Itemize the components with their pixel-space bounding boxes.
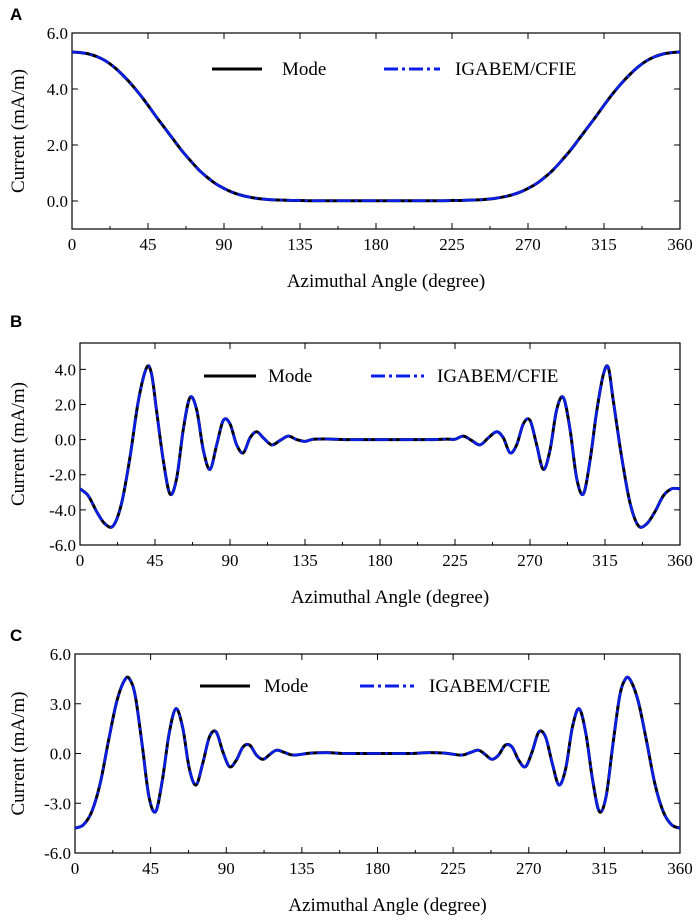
legend-label-mode: Mode (282, 59, 326, 80)
y-axis-label: Current (mA/m) (8, 691, 29, 815)
panel-label: B (10, 312, 22, 331)
x-tick-label: 315 (592, 551, 618, 570)
y-tick-label: 6.0 (47, 24, 68, 43)
x-tick-label: 45 (140, 235, 157, 254)
x-tick-label: 360 (667, 859, 693, 878)
panel-label: A (10, 5, 22, 24)
x-tick-label: 270 (516, 859, 542, 878)
x-tick-label: 180 (365, 859, 391, 878)
x-tick-label: 315 (591, 235, 617, 254)
y-tick-label: 0.0 (55, 431, 76, 450)
series-line-mode (72, 50, 680, 203)
x-tick-label: 135 (289, 859, 315, 878)
y-axis-label: Current (mA/m) (8, 69, 29, 193)
y-tick-label: -6.0 (44, 844, 71, 863)
x-tick-label: 180 (367, 551, 393, 570)
y-tick-label: 2.0 (47, 136, 68, 155)
legend: Mode IGABEM/CFIE (200, 676, 550, 697)
x-axis-label: Azimuthal Angle (degree) (287, 271, 485, 292)
series-line-igabem-cfie (75, 675, 680, 830)
x-axis-label: Azimuthal Angle (degree) (291, 587, 489, 608)
x-tick-label: 360 (667, 235, 693, 254)
chart-panel-c: C 0 45 90 135 180 225 270 315 360 -6.0 -3.0 0.0 3.0 6.… (8, 626, 693, 916)
x-tick-label: 0 (71, 859, 80, 878)
x-tick-label: 135 (292, 551, 318, 570)
x-tick-label: 0 (76, 551, 85, 570)
x-tick-label: 225 (439, 235, 465, 254)
y-tick-label: -6.0 (49, 536, 76, 555)
x-axis-label: Azimuthal Angle (degree) (288, 895, 486, 916)
x-tick-label: 90 (218, 859, 235, 878)
x-tick-label: 360 (667, 551, 693, 570)
x-tick-label: 45 (147, 551, 164, 570)
x-tick-label: 90 (216, 235, 233, 254)
x-tick-label: 225 (442, 551, 468, 570)
x-tick-label: 90 (222, 551, 239, 570)
y-tick-label: 4.0 (47, 80, 68, 99)
x-tick-label: 135 (287, 235, 313, 254)
y-axis-label: Current (mA/m) (8, 382, 29, 506)
legend: Mode IGABEM/CFIE (204, 366, 558, 387)
chart-panel-b: B 0 45 90 135 180 225 270 315 360 -6.0 -4.0 -2.0 0.0 2… (8, 312, 693, 608)
plot-frame (79, 342, 681, 546)
y-tick-label: 0.0 (50, 745, 71, 764)
x-tick-label: 0 (68, 235, 77, 254)
x-tick-label: 225 (440, 859, 466, 878)
legend-label-mode: Mode (268, 366, 312, 387)
y-tick-label: -4.0 (49, 501, 76, 520)
x-tick-label: 270 (517, 551, 543, 570)
panel-label: C (10, 626, 22, 645)
chart-panel-a: A 0 45 90 135 180 225 270 315 360 0.0 2.0 4.0 6.0 Azim… (8, 5, 693, 292)
y-tick-label: 2.0 (55, 395, 76, 414)
legend-label-igabem: IGABEM/CFIE (455, 59, 576, 80)
legend-label-igabem: IGABEM/CFIE (437, 366, 558, 387)
y-tick-label: -3.0 (44, 794, 71, 813)
series-line-mode (80, 364, 680, 529)
x-tick-label: 180 (363, 235, 389, 254)
legend-label-mode: Mode (264, 676, 308, 697)
series-line-igabem-cfie (80, 364, 680, 529)
y-tick-label: 3.0 (50, 695, 71, 714)
y-tick-label: 4.0 (55, 360, 76, 379)
legend: Mode IGABEM/CFIE (212, 59, 576, 80)
y-tick-label: -2.0 (49, 466, 76, 485)
x-tick-label: 270 (515, 235, 541, 254)
legend-label-igabem: IGABEM/CFIE (429, 676, 550, 697)
x-tick-label: 45 (142, 859, 159, 878)
x-tick-label: 315 (592, 859, 618, 878)
y-tick-label: 0.0 (47, 192, 68, 211)
y-tick-label: 6.0 (50, 645, 71, 664)
